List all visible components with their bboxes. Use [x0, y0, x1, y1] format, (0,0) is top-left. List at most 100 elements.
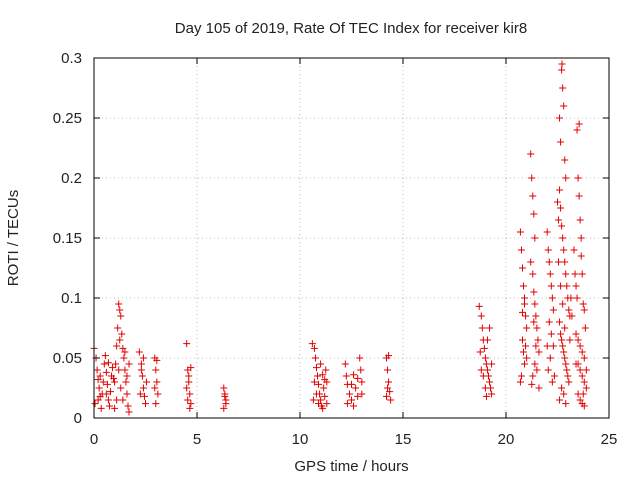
- data-point: [308, 340, 316, 348]
- data-point: [116, 336, 124, 344]
- data-point: [516, 378, 524, 386]
- data-point: [135, 348, 143, 356]
- data-point: [109, 364, 117, 372]
- data-point: [533, 366, 541, 374]
- data-point: [477, 366, 485, 374]
- data-point: [475, 302, 483, 310]
- data-point: [564, 372, 572, 380]
- data-point: [124, 402, 132, 410]
- data-point: [117, 312, 125, 320]
- data-point: [523, 324, 531, 332]
- data-point: [310, 344, 318, 352]
- data-point: [348, 380, 355, 388]
- data-point: [559, 84, 567, 92]
- data-point: [358, 378, 366, 386]
- data-point: [152, 366, 160, 374]
- data-point: [139, 354, 147, 362]
- data-point: [562, 400, 570, 408]
- data-point: [102, 390, 110, 398]
- data-point: [575, 192, 583, 200]
- data-point: [384, 384, 392, 392]
- x-tick-label: 20: [498, 431, 515, 448]
- data-point: [100, 360, 108, 368]
- y-tick-label: 0.1: [61, 290, 82, 307]
- data-point: [517, 372, 525, 380]
- data-point: [385, 378, 393, 386]
- data-point: [557, 330, 565, 338]
- data-point: [123, 390, 131, 398]
- data-point: [543, 342, 551, 350]
- data-point: [352, 384, 360, 392]
- data-point: [561, 354, 569, 362]
- data-point: [516, 228, 524, 236]
- data-point: [582, 366, 590, 374]
- data-point: [113, 342, 121, 350]
- data-point: [532, 312, 540, 320]
- data-point: [572, 330, 580, 338]
- data-point: [151, 384, 159, 392]
- data-point: [479, 372, 487, 380]
- data-point: [580, 306, 588, 314]
- data-point: [561, 156, 569, 164]
- data-point: [153, 356, 161, 364]
- data-point: [94, 376, 102, 384]
- data-point: [580, 378, 588, 386]
- data-point: [125, 408, 133, 416]
- data-point: [186, 390, 194, 398]
- data-point: [518, 336, 526, 344]
- data-point: [574, 174, 582, 182]
- data-point: [580, 354, 588, 362]
- y-tick-label: 0.2: [61, 170, 82, 187]
- data-point: [555, 258, 563, 266]
- data-point: [531, 360, 539, 368]
- data-point: [125, 360, 133, 368]
- x-tick-label: 5: [193, 431, 201, 448]
- data-point: [548, 294, 556, 302]
- data-point: [91, 400, 99, 408]
- data-point: [121, 348, 129, 356]
- data-point: [535, 348, 543, 356]
- data-point: [348, 396, 355, 404]
- data-point: [546, 354, 554, 362]
- data-point: [478, 324, 486, 332]
- data-point: [574, 336, 582, 344]
- data-point: [559, 234, 567, 242]
- data-point: [481, 384, 489, 392]
- data-point: [529, 372, 537, 380]
- data-point: [565, 378, 573, 386]
- data-point: [104, 359, 112, 367]
- data-point: [183, 384, 191, 392]
- data-point: [323, 378, 331, 386]
- data-point: [481, 354, 489, 362]
- data-point: [561, 258, 569, 266]
- data-point: [528, 380, 536, 388]
- data-point: [94, 396, 102, 404]
- data-point: [520, 348, 528, 356]
- data-point: [137, 360, 145, 368]
- data-point: [486, 378, 494, 386]
- x-tick-label: 25: [601, 431, 618, 448]
- data-point: [343, 400, 351, 408]
- data-point: [563, 282, 571, 290]
- data-point: [577, 234, 585, 242]
- data-point: [576, 342, 584, 350]
- data-point: [358, 390, 366, 398]
- data-point: [556, 186, 564, 194]
- data-point: [557, 282, 565, 290]
- data-point: [548, 378, 556, 386]
- data-point: [312, 390, 320, 398]
- data-point: [578, 348, 586, 356]
- data-point: [116, 306, 124, 314]
- data-point: [104, 396, 112, 404]
- data-point: [557, 138, 565, 146]
- data-point: [354, 374, 362, 382]
- data-point: [570, 246, 578, 254]
- data-point: [558, 336, 566, 344]
- data-point: [518, 308, 526, 316]
- data-points: [90, 60, 590, 416]
- data-point: [385, 352, 393, 360]
- data-point: [565, 306, 573, 314]
- data-point: [547, 282, 555, 290]
- data-point: [186, 404, 194, 412]
